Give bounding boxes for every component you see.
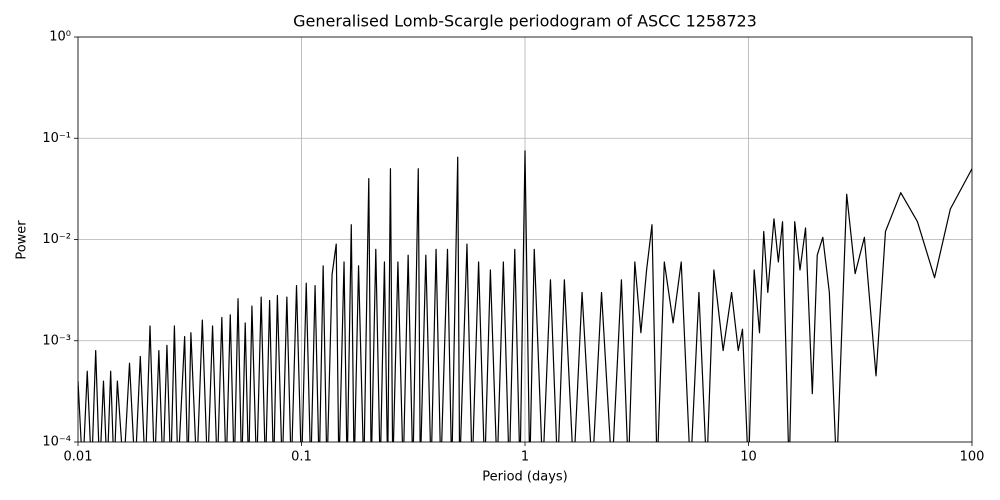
x-tick-label: 0.01 — [64, 450, 93, 465]
x-tick-label: 10 — [740, 450, 757, 465]
x-axis-label: Period (days) — [482, 470, 568, 485]
y-tick-label: 10⁻⁴ — [42, 435, 71, 450]
x-tick-label: 0.1 — [291, 450, 312, 465]
y-axis-label: Power — [15, 220, 30, 260]
x-tick-label: 1 — [521, 450, 529, 465]
periodogram-line — [78, 150, 972, 442]
plot-area — [78, 150, 972, 442]
chart-title: Generalised Lomb-Scargle periodogram of … — [293, 12, 757, 31]
y-tick-label: 10⁻² — [42, 232, 71, 247]
x-tick-label: 100 — [960, 450, 985, 465]
y-tick-label: 10⁻³ — [42, 333, 71, 348]
grid — [77, 36, 973, 443]
y-tick-label: 10⁻¹ — [42, 131, 71, 146]
y-tick-label: 10⁰ — [49, 30, 71, 45]
